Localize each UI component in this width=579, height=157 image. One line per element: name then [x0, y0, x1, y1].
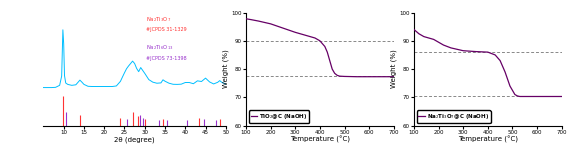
Text: $\mathregular{Na_2Ti_6O_{13}}$: $\mathregular{Na_2Ti_6O_{13}}$	[145, 43, 173, 52]
Legend: Na$_2$Ti$_3$O$_7$@C (NaOH): Na$_2$Ti$_3$O$_7$@C (NaOH)	[417, 111, 490, 123]
Legend: TiO$_2$@C (NaOH): TiO$_2$@C (NaOH)	[249, 111, 309, 123]
Text: $\mathregular{Na_2Ti_3O_7}$: $\mathregular{Na_2Ti_3O_7}$	[145, 15, 171, 24]
X-axis label: Temperature (°C): Temperature (°C)	[458, 136, 518, 143]
Y-axis label: Weight (%): Weight (%)	[390, 50, 397, 88]
Text: #JCPDS 73-1398: #JCPDS 73-1398	[145, 56, 186, 60]
X-axis label: 2θ (degree): 2θ (degree)	[114, 136, 155, 143]
X-axis label: Temperature (°C): Temperature (°C)	[290, 136, 350, 143]
Y-axis label: Weight (%): Weight (%)	[222, 50, 229, 88]
Text: #JCPDS 31-1329: #JCPDS 31-1329	[145, 27, 186, 32]
